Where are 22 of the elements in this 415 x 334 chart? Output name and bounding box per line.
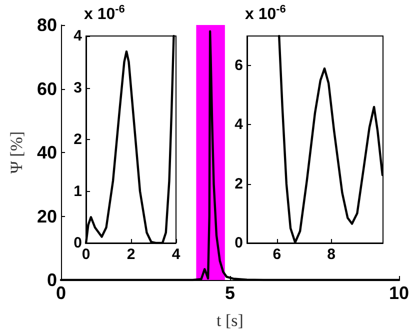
x-axis-title: t [s] bbox=[216, 311, 244, 330]
y-tick-label: 0 bbox=[74, 234, 82, 252]
y-tick-label: 0 bbox=[234, 234, 243, 252]
y-tick-label: 60 bbox=[36, 78, 57, 99]
y-tick-label: 2 bbox=[74, 131, 82, 148]
y-tick-label: 40 bbox=[36, 142, 57, 162]
x-tick-label: 6 bbox=[272, 246, 282, 263]
y-tick-label: 0 bbox=[46, 270, 57, 290]
y-tick-label: 6 bbox=[234, 57, 243, 74]
y-tick-label: 20 bbox=[36, 206, 57, 226]
y-tick-label: 80 bbox=[36, 15, 57, 35]
y-tick-label: 2 bbox=[234, 175, 243, 192]
y-tick-label: 1 bbox=[74, 182, 82, 200]
y-tick-label: 4 bbox=[74, 28, 83, 44]
x-tick-label: 5 bbox=[224, 283, 236, 303]
x-tick-label: 10 bbox=[388, 283, 410, 303]
y-tick-label: 3 bbox=[74, 79, 82, 96]
x-tick-label: 2 bbox=[126, 246, 136, 263]
x-tick-label: 4 bbox=[172, 246, 181, 263]
y-axis-title: Ψ [%] bbox=[7, 131, 26, 174]
y-tick-label: 4 bbox=[234, 116, 244, 134]
x-tick-label: 8 bbox=[327, 246, 336, 263]
